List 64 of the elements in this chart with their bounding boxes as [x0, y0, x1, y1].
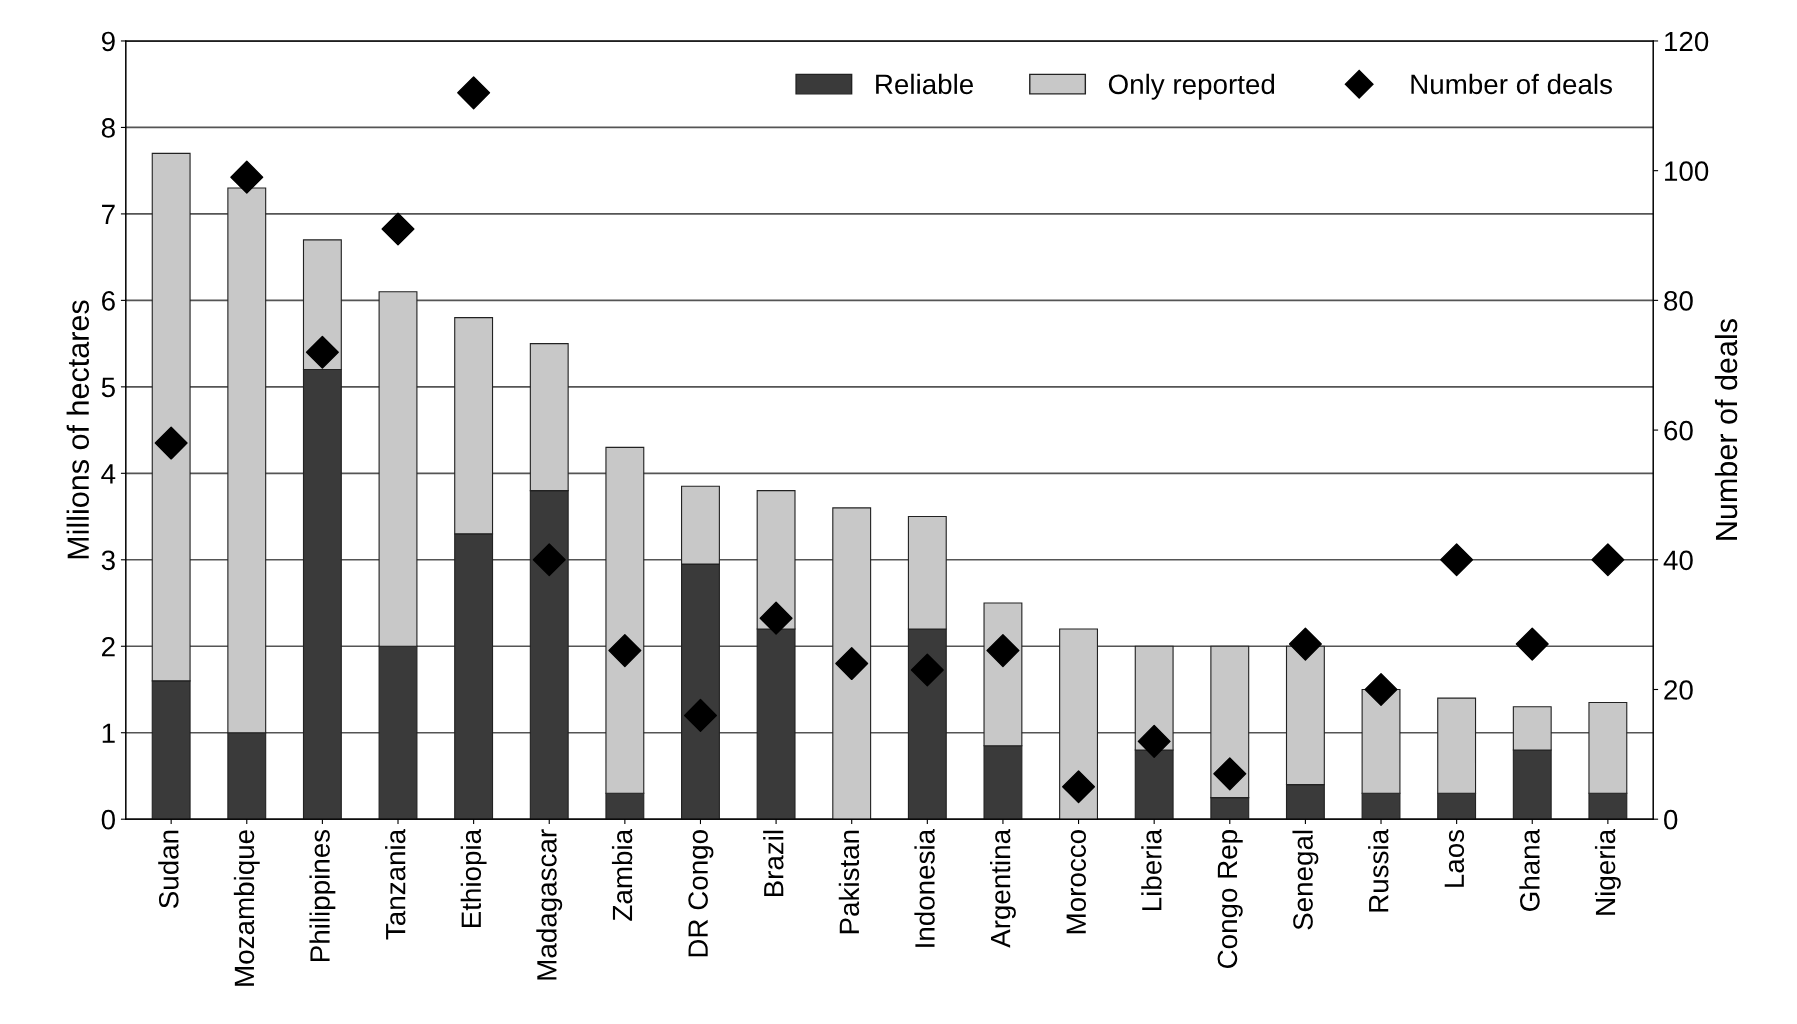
x-tick-label: Philippines	[309, 829, 336, 961]
bar	[1059, 628, 1099, 820]
point	[1440, 543, 1474, 577]
legend-label: Reliable	[876, 73, 973, 95]
y-tick-label: 3	[101, 550, 115, 571]
point	[381, 212, 415, 246]
y2-tick-label: 100	[1665, 161, 1709, 182]
y2-tick-label: 0	[1664, 809, 1678, 830]
y2-tick-label: 60	[1664, 420, 1693, 441]
y2-tick-label: 40	[1663, 550, 1693, 571]
point	[1515, 627, 1549, 661]
x-tick-label: Russia	[1368, 828, 1389, 912]
point	[1213, 757, 1247, 791]
point	[759, 601, 793, 635]
y-tick-label: 9	[101, 31, 115, 52]
point	[835, 647, 869, 681]
x-tick-label: Morocco	[1066, 830, 1087, 934]
point	[230, 160, 264, 194]
y-tick-label: 6	[102, 291, 115, 311]
point	[1062, 770, 1096, 804]
y-tick-label: 4	[101, 464, 116, 484]
x-tick-label: Indonesia	[914, 828, 935, 947]
y-tick-label: 7	[102, 204, 115, 224]
y-axis-title: Millions of hectares	[66, 300, 90, 559]
y-tick-label: 2	[102, 636, 115, 657]
point	[1137, 724, 1171, 758]
point	[457, 76, 491, 110]
point	[154, 426, 188, 460]
y2-tick-label: 20	[1664, 680, 1693, 700]
point	[683, 698, 718, 732]
y-tick-label: 5	[101, 377, 115, 398]
x-tick-label: Nigeria	[1594, 828, 1621, 915]
x-tick-label: Pakistan	[838, 830, 860, 934]
bar	[832, 507, 872, 820]
x-tick-label: Congo Rep	[1217, 830, 1243, 969]
x-tick-label: Ghana	[1519, 828, 1540, 911]
point	[1591, 543, 1625, 577]
x-tick-label: Liberia	[1141, 828, 1162, 911]
x-tick-label: Mozambique	[233, 830, 260, 986]
y-tick-label: 0	[101, 809, 115, 830]
x-tick-label: Zambia	[611, 828, 633, 921]
x-tick-label: Ethiopia	[460, 828, 487, 928]
point	[986, 634, 1020, 668]
point	[305, 335, 339, 369]
x-tick-label: DR Congo	[688, 830, 714, 957]
point	[1364, 672, 1398, 707]
x-tick-label: Sudan	[158, 830, 179, 908]
legend-label: Number of deals	[1411, 73, 1612, 95]
y-tick-label: 1	[102, 723, 115, 743]
y-tick-label: 8	[101, 118, 115, 138]
point	[532, 543, 566, 577]
y2-tick-label: 80	[1664, 291, 1693, 311]
x-tick-label: Argentina	[989, 828, 1016, 948]
x-tick-label: Senegal	[1292, 830, 1319, 930]
y2-axis-title: Number of deals	[1714, 319, 1738, 540]
point	[1288, 627, 1322, 661]
x-tick-label: Tanzania	[385, 828, 406, 940]
x-tick-label: Laos	[1444, 829, 1465, 887]
legend-label: Only reported	[1108, 73, 1275, 100]
point	[608, 634, 642, 668]
x-tick-label: Madagascar	[536, 829, 563, 980]
point	[910, 653, 944, 687]
y2-tick-label: 120	[1665, 31, 1709, 52]
x-tick-label: Brazil	[763, 830, 784, 897]
